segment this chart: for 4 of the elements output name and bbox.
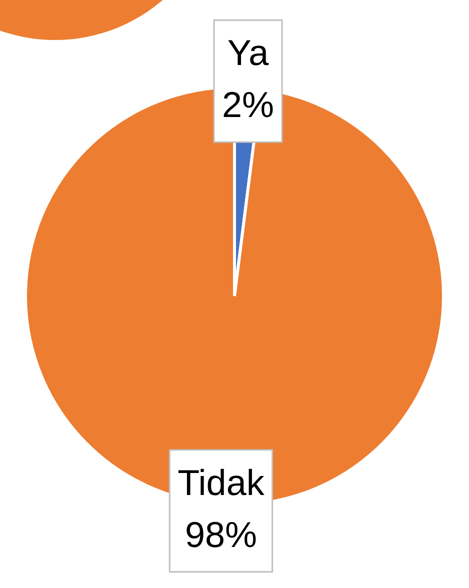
data-label: 98%	[184, 514, 258, 555]
data-label: 2%	[222, 84, 274, 126]
slice-label: Tidak	[178, 462, 266, 503]
slice-label: Ya	[227, 32, 270, 74]
